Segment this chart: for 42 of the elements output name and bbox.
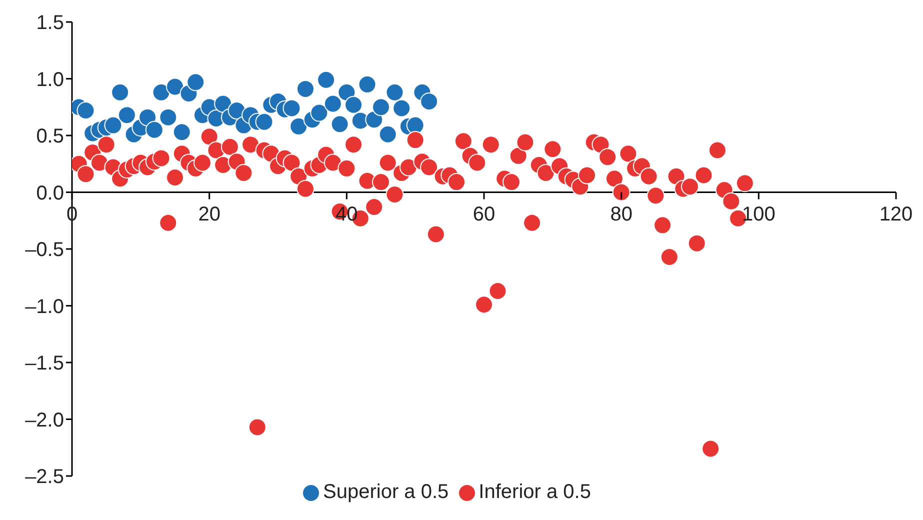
legend-label: Superior a 0.5 bbox=[323, 481, 449, 503]
point bbox=[172, 123, 191, 142]
y-tick-label: 0.5 bbox=[36, 126, 64, 148]
point bbox=[152, 83, 170, 102]
point bbox=[358, 75, 376, 94]
y-tick-label: –2.5 bbox=[25, 466, 64, 488]
point bbox=[406, 116, 424, 134]
point bbox=[317, 70, 336, 89]
point bbox=[386, 83, 404, 102]
point bbox=[255, 112, 274, 131]
x-tick-label: 80 bbox=[610, 203, 632, 226]
point bbox=[159, 108, 178, 126]
point bbox=[296, 80, 314, 98]
x-tick-label: 20 bbox=[198, 203, 220, 226]
y-tick-label: –1.5 bbox=[25, 352, 64, 375]
point bbox=[104, 116, 122, 134]
y-tick-label: –0.5 bbox=[25, 239, 64, 262]
point bbox=[372, 98, 390, 116]
y-tick-label: 1.5 bbox=[36, 12, 64, 34]
point bbox=[76, 102, 95, 120]
point bbox=[186, 73, 205, 92]
point bbox=[111, 83, 130, 102]
x-tick-label: 100 bbox=[742, 203, 776, 226]
point bbox=[378, 125, 397, 144]
y-tick-label: 1.0 bbox=[36, 68, 64, 91]
point bbox=[344, 96, 363, 114]
point bbox=[166, 78, 184, 96]
point bbox=[118, 106, 136, 124]
point bbox=[420, 92, 438, 110]
y-tick-label: –2.0 bbox=[25, 409, 64, 432]
y-tick-label: 0.0 bbox=[36, 182, 64, 204]
legend-label: Inferior a 0.5 bbox=[478, 481, 591, 503]
point bbox=[310, 104, 328, 122]
y-tick-label: –1.0 bbox=[25, 296, 64, 318]
point bbox=[324, 94, 342, 113]
point bbox=[282, 99, 301, 118]
point bbox=[392, 99, 411, 118]
x-tick-label: 120 bbox=[879, 203, 913, 226]
point bbox=[330, 115, 349, 134]
x-tick-label: 60 bbox=[472, 203, 496, 226]
point bbox=[290, 117, 308, 136]
point bbox=[145, 120, 164, 139]
